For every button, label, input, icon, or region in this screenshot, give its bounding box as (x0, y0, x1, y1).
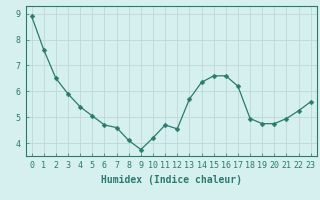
X-axis label: Humidex (Indice chaleur): Humidex (Indice chaleur) (101, 175, 242, 185)
